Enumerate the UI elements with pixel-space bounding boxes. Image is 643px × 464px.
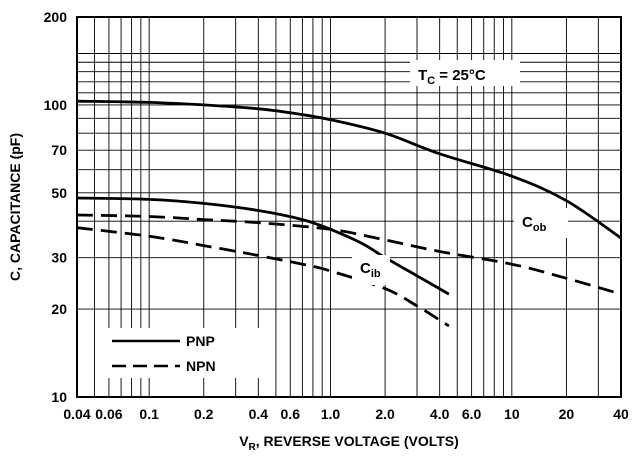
y-tick-label: 30 bbox=[51, 250, 67, 266]
tc-annotation-bg bbox=[410, 60, 520, 86]
legend-bg bbox=[100, 328, 260, 378]
legend-label-npn: NPN bbox=[186, 358, 216, 374]
x-tick-label: 0.6 bbox=[281, 406, 301, 422]
y-tick-label: 100 bbox=[44, 97, 68, 113]
x-tick-label: 20 bbox=[559, 406, 575, 422]
x-axis-title: VR, REVERSE VOLTAGE (VOLTS) bbox=[239, 433, 459, 453]
x-tick-label: 2.0 bbox=[375, 406, 395, 422]
x-tick-label: 10 bbox=[504, 406, 520, 422]
x-tick-label: 6.0 bbox=[462, 406, 482, 422]
legend-label-pnp: PNP bbox=[186, 333, 215, 349]
x-tick-label: 40 bbox=[613, 406, 629, 422]
legend: PNP NPN bbox=[100, 328, 260, 378]
series-cib-pnp bbox=[76, 196, 450, 296]
y-tick-label: 200 bbox=[44, 9, 68, 25]
x-tick-label: 0.04 bbox=[63, 406, 90, 422]
y-tick-label: 10 bbox=[51, 389, 67, 405]
y-tick-labels: 10 20 30 50 70 100 200 bbox=[44, 9, 68, 405]
x-tick-label: 0.1 bbox=[139, 406, 159, 422]
cib-label-bg bbox=[352, 255, 390, 285]
y-tick-label: 50 bbox=[51, 185, 67, 201]
plot-frame bbox=[76, 16, 622, 398]
cob-label-bg bbox=[514, 208, 568, 238]
series-cob-npn bbox=[76, 213, 622, 296]
tc-annotation: TC = 25°C bbox=[418, 67, 486, 87]
x-tick-label: 4.0 bbox=[430, 406, 450, 422]
x-tick-label: 1.0 bbox=[321, 406, 341, 422]
series-cib-npn bbox=[76, 226, 450, 328]
data-series bbox=[76, 99, 622, 328]
cob-label: Cob bbox=[522, 214, 547, 234]
x-tick-labels: 0.04 0.06 0.1 0.2 0.4 0.6 1.0 2.0 4.0 6.0 10 20 40 bbox=[63, 406, 629, 422]
y-axis-title: C, CAPACITANCE (pF) bbox=[7, 133, 23, 281]
cib-label: Cib bbox=[360, 260, 381, 280]
y-tick-label: 20 bbox=[51, 301, 67, 317]
x-tick-label: 0.06 bbox=[95, 406, 122, 422]
x-tick-label: 0.2 bbox=[194, 406, 214, 422]
y-tick-label: 70 bbox=[51, 142, 67, 158]
series-cob-pnp bbox=[76, 99, 622, 240]
x-tick-label: 0.4 bbox=[249, 406, 269, 422]
